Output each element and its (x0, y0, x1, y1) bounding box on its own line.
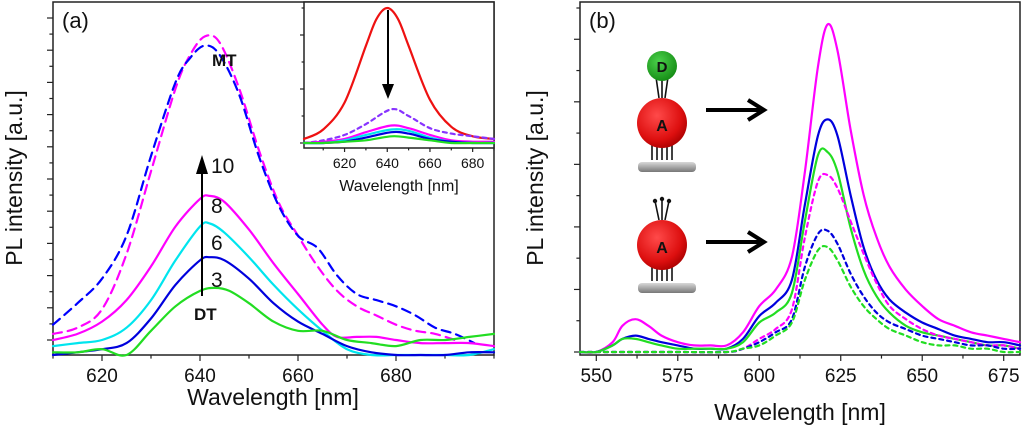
donor-icon (647, 51, 677, 81)
b-x-tick-label: 575 (662, 366, 694, 387)
a-series-1 (51, 44, 476, 345)
panel-b: 550 575 600 625 650 675 (b) Wavelength [nm] P… (522, 1, 1022, 425)
acceptor-only-schematic: A (637, 196, 696, 293)
inset-x-tick-label: 680 (461, 155, 485, 171)
arrow-right-icon (706, 230, 768, 254)
inset-x-ticks: 620 640 660 680 (322, 148, 495, 171)
inset-x-tick-label: 640 (376, 155, 400, 171)
panel-a-y-ticks (47, 17, 53, 341)
increase-arrow-head (196, 155, 208, 174)
mt-annotation: MT (212, 51, 237, 70)
inset-series-5 (302, 135, 496, 145)
acceptor-label: A (656, 240, 668, 257)
count-label-6: 6 (211, 232, 223, 255)
panel-a-inset: 620 640 660 680 Wavelength [nm] (300, 1, 496, 195)
inset-x-tick-label: 660 (418, 155, 442, 171)
acceptor-icon (637, 98, 687, 148)
panel-b-x-axis-label: Wavelength [nm] (714, 399, 886, 425)
inset-series-1 (302, 107, 496, 145)
a-series-5 (51, 286, 496, 357)
panel-a-x-ticks: 620 640 660 680 (52, 355, 495, 387)
b-x-tick-label: 650 (906, 366, 938, 387)
acceptor-icon (637, 220, 687, 270)
panel-b-x-ticks: 550 575 600 625 650 675 (580, 355, 1020, 387)
count-label-10: 10 (211, 155, 234, 178)
a-x-tick-label: 620 (86, 366, 118, 387)
inset-x-axis-label: Wavelength [nm] (339, 178, 458, 195)
a-series-3 (51, 221, 496, 357)
inset-plot-frame (303, 1, 495, 149)
panel-b-label: (b) (589, 8, 616, 33)
decrease-arrow-head (382, 84, 394, 99)
a-x-tick-label: 680 (380, 366, 412, 387)
b-x-tick-label: 675 (988, 366, 1020, 387)
dt-annotation: DT (194, 305, 217, 324)
acceptor-label: A (656, 118, 668, 135)
panel-a-x-axis-label: Wavelength [nm] (187, 384, 359, 410)
b-x-tick-label: 625 (825, 366, 857, 387)
panel-a-y-axis-label: PL intensity [a.u.] (1, 90, 27, 266)
a-series-4 (51, 255, 496, 357)
b-x-tick-label: 550 (580, 366, 612, 387)
donor-acceptor-schematic: A D (637, 51, 696, 172)
donor-label: D (657, 59, 668, 76)
count-label-3: 3 (211, 269, 223, 292)
inset-x-tick-label: 620 (333, 155, 357, 171)
inset-series-0 (302, 6, 496, 140)
substrate-icon (638, 283, 696, 293)
a-x-tick-label: 660 (282, 366, 314, 387)
panel-a: 620 640 660 680 (a) Wavelength [nm] PL inte… (1, 1, 496, 410)
a-x-tick-label: 640 (184, 366, 216, 387)
inset-y-ticks (300, 7, 304, 144)
panel-b-curves (578, 22, 1022, 354)
panel-a-curves (51, 34, 496, 357)
b-x-tick-label: 600 (743, 366, 775, 387)
panel-b-y-axis-label: PL intensity [a.u.] (522, 90, 548, 266)
inset-curves (302, 6, 496, 145)
panel-b-plot-frame (579, 1, 1021, 356)
panel-b-y-ticks (574, 7, 580, 353)
b-series-1 (578, 118, 1022, 354)
inset-series-2 (302, 124, 496, 145)
count-label-8: 8 (211, 195, 223, 218)
b-series-0 (578, 22, 1022, 354)
panel-a-label: (a) (62, 8, 89, 33)
b-series-5 (578, 244, 1022, 354)
a-series-0 (51, 34, 456, 342)
substrate-icon (638, 162, 696, 172)
arrow-right-icon (706, 98, 768, 122)
